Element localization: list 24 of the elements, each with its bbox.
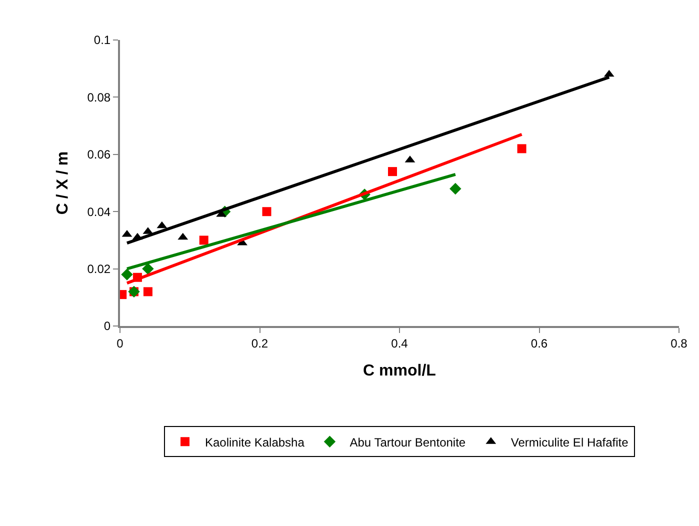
point	[143, 287, 152, 296]
point	[121, 268, 133, 280]
y-tick-label: 0.08	[87, 90, 111, 104]
y-tick-label: 0.04	[87, 204, 111, 219]
point	[450, 182, 462, 195]
y-tick-label: 0.02	[87, 262, 111, 276]
x-tick-label: 0.8	[670, 336, 688, 350]
x-tick-label: 0.6	[530, 336, 548, 350]
x-tick-label: 0.4	[391, 336, 408, 350]
legend-label: Abu Tartour Bentonite	[350, 435, 466, 450]
legend-label: Vermiculite El Hafafite	[510, 435, 629, 450]
x-tick-label: 0.2	[251, 336, 268, 350]
point	[142, 262, 154, 275]
y-tick-label: 0.06	[87, 148, 111, 162]
point	[199, 236, 208, 245]
legend-label: Kaolinite Kalabsha	[205, 435, 305, 450]
point	[517, 144, 526, 154]
point	[388, 167, 398, 176]
y-tick-label: 0	[104, 319, 111, 334]
x-axis-title: C mmol/L	[363, 362, 436, 380]
x-tick-label: 0	[116, 336, 124, 350]
y-tick-label: 0.1	[94, 33, 111, 48]
y-axis-title: C / X / m	[54, 151, 72, 215]
point	[262, 207, 272, 216]
